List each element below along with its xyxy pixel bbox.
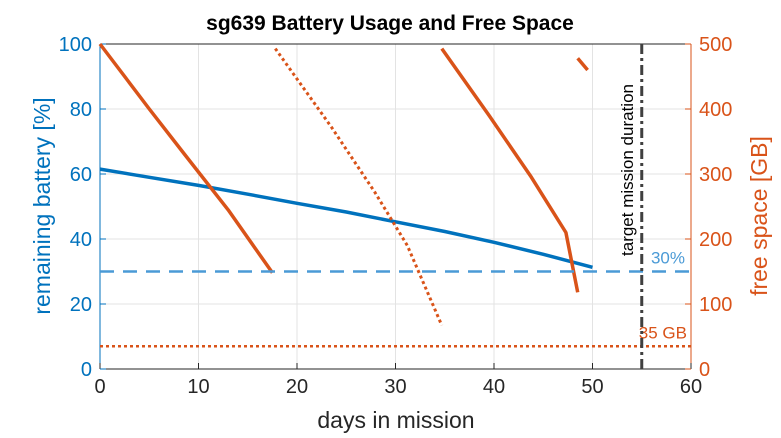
ticks: 0 10 20 30 40 50 60020406080100010020030040050… — [59, 34, 733, 398]
right-tick-label: 100 — [699, 294, 732, 316]
right-tick-label: 200 — [699, 229, 732, 251]
right-tick-label: 300 — [699, 164, 732, 186]
left-tick-label: 100 — [59, 34, 92, 56]
threshold-label: 35 GB — [639, 323, 687, 342]
free-space-line-3 — [440, 47, 580, 293]
x-tick-label: 20 — [286, 376, 308, 398]
chart-title: sg639 Battery Usage and Free Space — [206, 12, 574, 35]
left-y-axis-label: remaining battery [%] — [29, 97, 55, 314]
left-tick-label: 0 — [81, 359, 92, 381]
series-layer — [98, 42, 593, 326]
x-tick-label: 10 — [187, 376, 209, 398]
free-space-line-1 — [98, 42, 274, 274]
free-space-line-4 — [576, 57, 589, 72]
x-axis-label: days in mission — [317, 407, 474, 433]
x-tick-label: 40 — [483, 376, 505, 398]
right-tick-label: 0 — [699, 359, 710, 381]
x-tick-label: 60 — [680, 376, 702, 398]
right-tick-label: 500 — [699, 34, 732, 56]
left-tick-label: 40 — [70, 229, 92, 251]
x-tick-label: 30 — [384, 376, 406, 398]
right-tick-label: 400 — [699, 99, 732, 121]
target-duration-label: target mission duration — [618, 84, 637, 256]
x-tick-label: 0 — [94, 376, 105, 398]
threshold-label: 30% — [651, 249, 685, 268]
reference-lines: 30% 35 GB target mission duration — [100, 44, 691, 369]
right-y-axis-label: free space [GB] — [746, 136, 772, 296]
x-tick-label: 50 — [581, 376, 603, 398]
left-tick-label: 20 — [70, 294, 92, 316]
battery-line-0 — [99, 167, 593, 269]
left-tick-label: 80 — [70, 99, 92, 121]
left-tick-label: 60 — [70, 164, 92, 186]
free-space-line-2 — [274, 47, 444, 326]
